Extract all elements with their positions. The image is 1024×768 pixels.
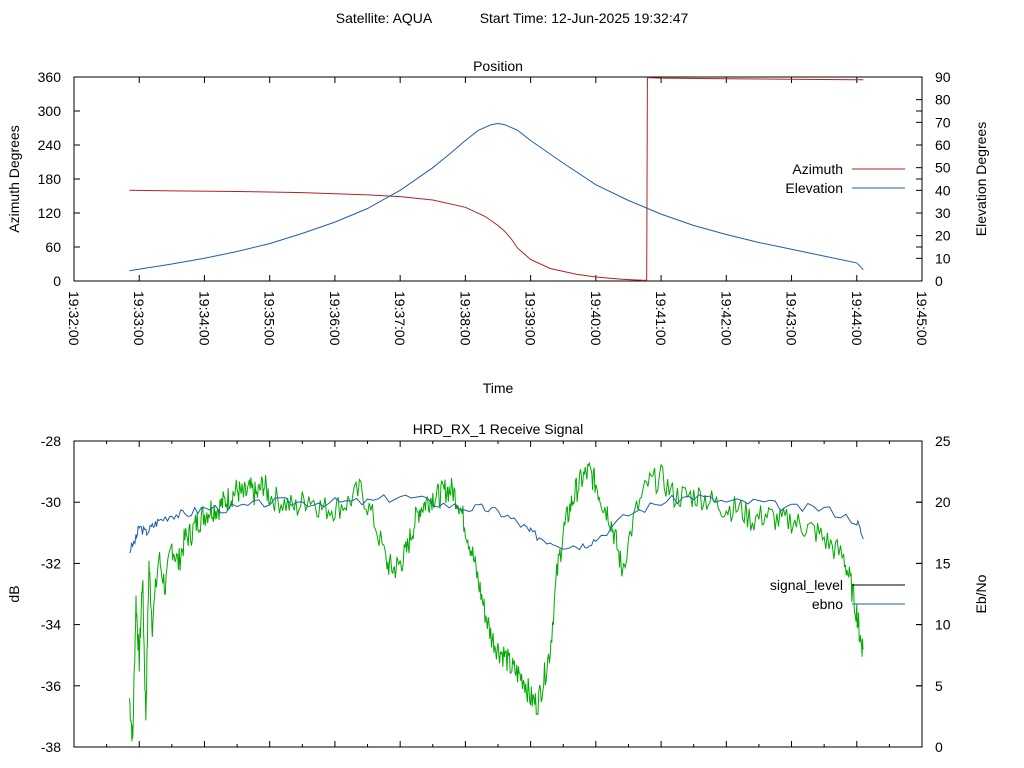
position-title: Position bbox=[473, 58, 523, 74]
x-tick-label: 19:36:00 bbox=[327, 291, 343, 346]
x-tick-label: 19:45:00 bbox=[914, 291, 930, 346]
y2-tick-label: 0 bbox=[935, 273, 943, 289]
start-time-label: Start Time: 12-Jun-2025 19:32:47 bbox=[480, 10, 689, 26]
series-line-elevation bbox=[129, 122, 864, 272]
position-ylabel: Azimuth Degrees bbox=[6, 125, 22, 232]
y-tick-label: -34 bbox=[41, 617, 61, 633]
position-panel: Position Time Azimuth Degrees Elevation … bbox=[6, 58, 989, 396]
signal-axes: -38 -36 -34 -32 -30 -28 0 5 10 15 20 25 bbox=[41, 433, 951, 755]
position-xlabel: Time bbox=[483, 380, 514, 396]
x-tick-label: 19:43:00 bbox=[784, 291, 800, 346]
y-tick-label: 360 bbox=[38, 69, 62, 85]
y2-tick-label: 90 bbox=[935, 69, 951, 85]
y-tick-label: -36 bbox=[41, 678, 61, 694]
y2-tick-label: 5 bbox=[935, 678, 943, 694]
y2-tick-label: 20 bbox=[935, 494, 951, 510]
position-series bbox=[129, 77, 864, 281]
legend-label: signal_level bbox=[770, 577, 843, 593]
x-tick-label: 19:32:00 bbox=[66, 291, 82, 346]
y-tick-label: 0 bbox=[53, 273, 61, 289]
x-tick-label: 19:44:00 bbox=[849, 291, 865, 346]
satellite-label: Satellite: AQUA bbox=[336, 10, 433, 26]
y-tick-label: -28 bbox=[41, 433, 61, 449]
x-tick-label: 19:42:00 bbox=[718, 291, 734, 346]
series-line-azimuth bbox=[129, 77, 864, 281]
x-tick-label: 19:40:00 bbox=[588, 291, 604, 346]
signal-plot-frame bbox=[73, 440, 923, 748]
y-tick-label: 240 bbox=[38, 137, 62, 153]
x-tick-label: 19:38:00 bbox=[457, 291, 473, 346]
y-tick-label: -38 bbox=[41, 739, 61, 755]
series-line-ebno bbox=[129, 494, 864, 554]
y2-tick-label: 10 bbox=[935, 250, 951, 266]
y2-tick-label: 15 bbox=[935, 555, 951, 571]
y2-tick-label: 60 bbox=[935, 137, 951, 153]
signal-title: HRD_RX_1 Receive Signal bbox=[413, 421, 583, 437]
y-tick-label: -30 bbox=[41, 494, 61, 510]
x-tick-label: 19:33:00 bbox=[131, 291, 147, 346]
y-tick-label: 120 bbox=[38, 205, 62, 221]
y2-tick-label: 30 bbox=[935, 205, 951, 221]
y2-tick-label: 10 bbox=[935, 617, 951, 633]
x-tick-label: 19:35:00 bbox=[262, 291, 278, 346]
x-tick-label: 19:34:00 bbox=[196, 291, 212, 346]
y2-tick-label: 0 bbox=[935, 739, 943, 755]
legend-label: Elevation bbox=[785, 180, 843, 196]
position-y2label: Elevation Degrees bbox=[973, 122, 989, 236]
y2-tick-label: 80 bbox=[935, 92, 951, 108]
signal-ylabel: dB bbox=[6, 585, 22, 602]
position-axes: 0 60 120 180 240 300 360 0 10 20 30 40 50 60 70 80 90 19:… bbox=[38, 69, 951, 346]
position-legend: Azimuth Elevation bbox=[785, 161, 905, 196]
signal-series bbox=[128, 462, 864, 742]
x-tick-label: 19:37:00 bbox=[392, 291, 408, 346]
y2-tick-label: 70 bbox=[935, 114, 951, 130]
legend-label: ebno bbox=[812, 596, 843, 612]
x-tick-label: 19:39:00 bbox=[523, 291, 539, 346]
y2-tick-label: 25 bbox=[935, 433, 951, 449]
y-tick-label: 60 bbox=[45, 239, 61, 255]
legend-label: Azimuth bbox=[792, 161, 843, 177]
y2-tick-label: 50 bbox=[935, 160, 951, 176]
y2-tick-label: 20 bbox=[935, 228, 951, 244]
series-line-ebno bbox=[128, 462, 864, 742]
y2-tick-label: 40 bbox=[935, 182, 951, 198]
y-tick-label: -32 bbox=[41, 555, 61, 571]
signal-panel: HRD_RX_1 Receive Signal dB Eb/No -38-36-… bbox=[6, 421, 989, 755]
signal-y2label: Eb/No bbox=[973, 574, 989, 613]
x-tick-label: 19:41:00 bbox=[653, 291, 669, 346]
y-tick-label: 300 bbox=[38, 103, 62, 119]
y-tick-label: 180 bbox=[38, 171, 62, 187]
